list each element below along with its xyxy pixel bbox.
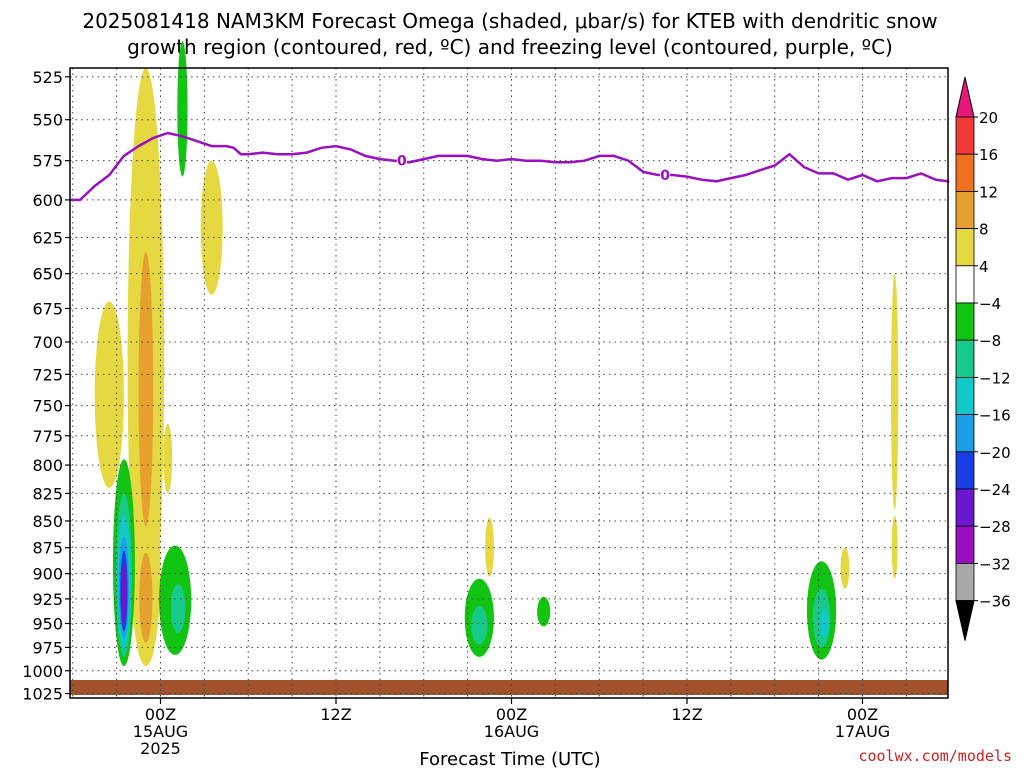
x-tick-label-48-1: 17AUG [835, 722, 890, 741]
y-tick-label-975: 975 [32, 638, 63, 657]
freezing-level-label-2: 0 [660, 168, 670, 184]
colorbar-label-3: 8 [979, 221, 989, 239]
x-tick-label-24-0: 00Z [496, 705, 527, 724]
colorbar-bottom-arrow [955, 600, 975, 641]
colorbar-band-9 [955, 414, 975, 453]
x-tick-label-0-1: 15AUG [133, 722, 188, 741]
y-tick-label-825: 825 [32, 484, 63, 503]
y-tick-label-525: 525 [32, 68, 63, 87]
pressure-axis: 525 550 575 600 625 650 675 700 725 750 775 800 825 8… [22, 68, 70, 704]
y-tick-label-1000: 1000 [22, 662, 63, 681]
colorbar-label-2: 12 [979, 183, 998, 201]
colorbar-band-8 [955, 376, 975, 415]
colorbar-label-11: −28 [979, 518, 1011, 536]
chart-title-line1: 2025081418 NAM3KM Forecast Omega (shaded… [82, 9, 937, 33]
y-tick-label-800: 800 [32, 456, 63, 475]
credit-text: coolwx.com/models [858, 747, 1012, 765]
colorbar-label-7: −12 [979, 369, 1011, 387]
colorbar-band-3 [955, 190, 975, 229]
colorbar-label-0: 20 [979, 109, 998, 127]
colorbar-band-10 [955, 451, 975, 490]
y-tick-label-550: 550 [32, 111, 63, 130]
x-tick-label-0-0: 00Z [145, 705, 176, 724]
y-tick-label-925: 925 [32, 590, 63, 609]
colorbar: 20 16 12 8 4 −4 −8 −12 −16 −20 −24 −28 −32 −36 [955, 76, 1011, 641]
omega-region-25 [891, 273, 899, 511]
y-tick-label-650: 650 [32, 265, 63, 284]
plot-frame [69, 67, 949, 699]
colorbar-band-12 [955, 525, 975, 564]
x-tick-label-0-2: 2025 [140, 739, 181, 758]
y-tick-label-850: 850 [32, 512, 63, 531]
colorbar-label-1: 16 [979, 146, 998, 164]
colorbar-label-12: −32 [979, 555, 1011, 573]
y-tick-label-675: 675 [32, 299, 63, 318]
colorbar-label-9: −20 [979, 444, 1011, 462]
x-tick-label-12-0: 12Z [320, 705, 351, 724]
colorbar-band-4 [955, 228, 975, 267]
terrain-surface [70, 680, 948, 695]
y-tick-label-575: 575 [32, 152, 63, 171]
omega-region-19 [471, 605, 488, 645]
y-tick-label-900: 900 [32, 565, 63, 584]
x-tick-label-36-0: 12Z [671, 705, 702, 724]
colorbar-label-13: −36 [979, 593, 1011, 611]
y-tick-label-950: 950 [32, 614, 63, 633]
colorbar-label-6: −8 [979, 332, 1001, 350]
colorbar-band-6 [955, 302, 975, 341]
x-tick-label-24-1: 16AUG [484, 722, 539, 741]
colorbar-label-10: −24 [979, 481, 1011, 499]
omega-region-1 [94, 301, 124, 488]
y-tick-label-725: 725 [32, 365, 63, 384]
y-tick-label-625: 625 [32, 229, 63, 248]
colorbar-top-arrow [955, 76, 975, 118]
omega-region-6 [163, 423, 173, 494]
x-tick-label-48-0: 00Z [847, 705, 878, 724]
chart-title-line2: growth region (contoured, red, ºC) and f… [127, 35, 893, 59]
omega-region-14 [121, 563, 127, 624]
omega-region-4 [138, 252, 154, 527]
y-tick-label-750: 750 [32, 397, 63, 416]
freezing-level-line [70, 131, 950, 202]
freezing-level-label-1: 0 [397, 154, 407, 170]
colorbar-band-11 [955, 488, 975, 527]
colorbar-label-5: −4 [979, 295, 1001, 313]
freezing-level-label-bg-2 [660, 166, 671, 182]
y-tick-label-600: 600 [32, 191, 63, 210]
omega-region-24 [840, 547, 850, 589]
colorbar-band-1 [955, 116, 975, 155]
y-tick-label-1025: 1025 [22, 685, 63, 704]
grid-lines [70, 68, 948, 698]
colorbar-band-2 [955, 153, 975, 192]
omega-region-8 [200, 160, 223, 295]
colorbar-band-13 [955, 563, 975, 602]
colorbar-label-8: −16 [979, 407, 1011, 425]
omega-region-26 [891, 515, 898, 579]
freezing-level-labels: 00 [396, 152, 671, 184]
colorbar-band-7 [955, 339, 975, 378]
colorbar-band-5 [955, 265, 975, 304]
y-tick-label-875: 875 [32, 539, 63, 558]
omega-shaded-regions [94, 41, 899, 667]
omega-region-7 [177, 41, 188, 177]
omega-region-17 [485, 517, 494, 577]
freezing-level-label-bg-1 [396, 152, 407, 168]
colorbar-label-4: 4 [979, 258, 989, 276]
y-tick-label-775: 775 [32, 427, 63, 446]
omega-region-16 [170, 583, 186, 634]
omega-region-5 [139, 552, 153, 643]
y-tick-label-700: 700 [32, 333, 63, 352]
x-axis-label: Forecast Time (UTC) [419, 749, 600, 768]
omega-region-20 [537, 596, 551, 627]
